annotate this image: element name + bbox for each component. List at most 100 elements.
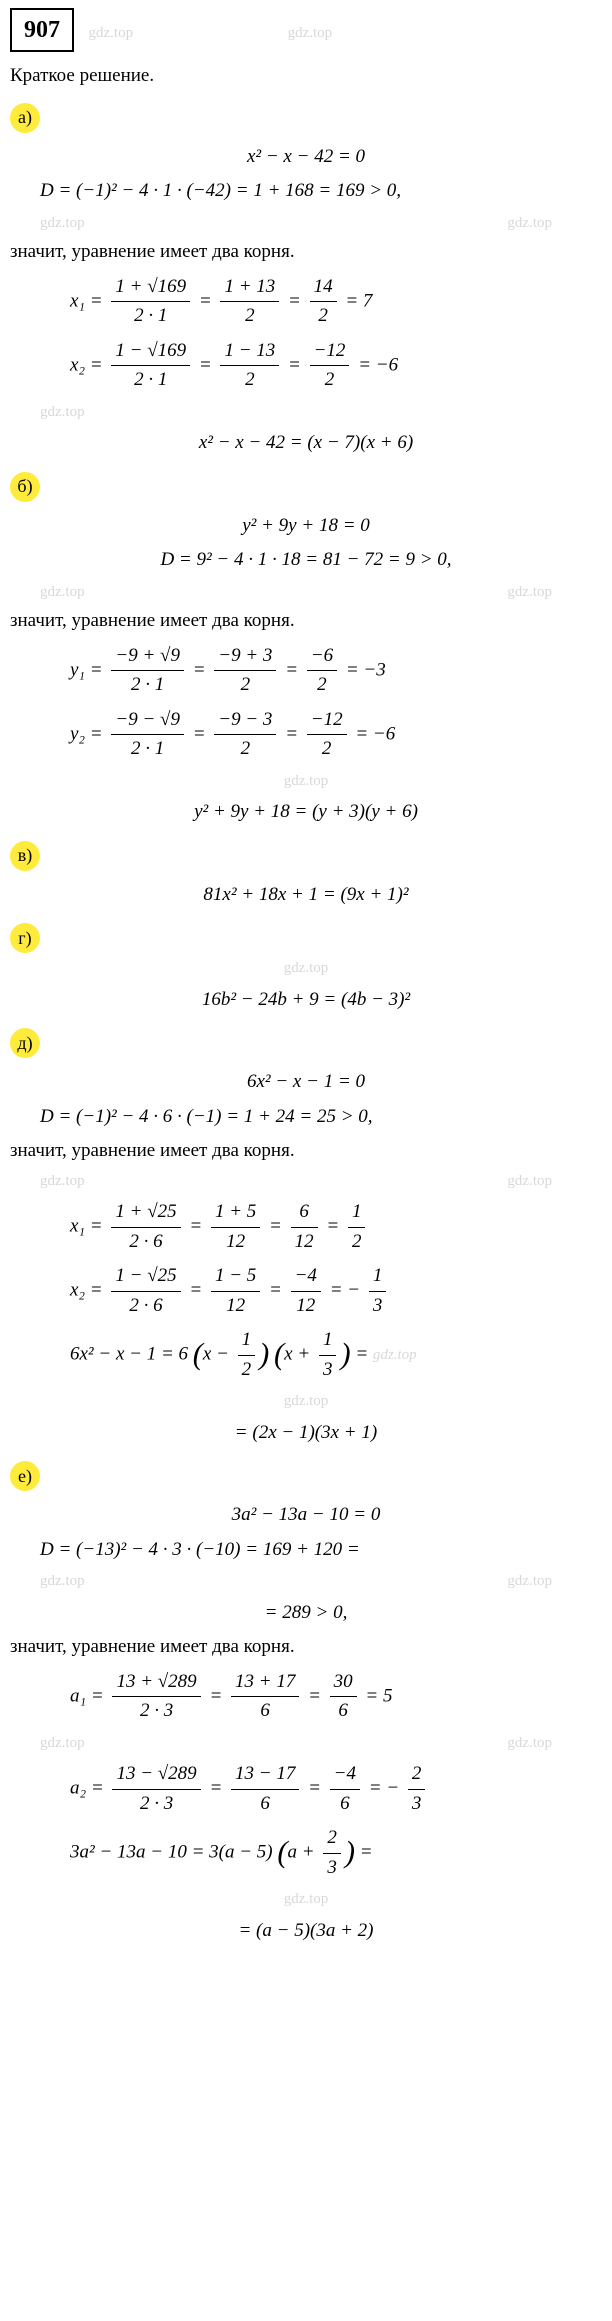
num: 6 xyxy=(291,1198,318,1228)
num: 1 − 13 xyxy=(220,337,279,367)
num: 1 − √25 xyxy=(111,1262,180,1292)
den: 2 · 3 xyxy=(112,1697,200,1726)
num: 13 − √289 xyxy=(112,1760,200,1790)
watermark: gdz.top xyxy=(40,1170,85,1193)
den: 6 xyxy=(231,1790,299,1819)
den: 12 xyxy=(291,1292,321,1321)
eq-g: 16b² − 24b + 9 = (4b − 3)² xyxy=(10,986,602,1015)
den: 2 · 6 xyxy=(111,1228,180,1257)
num: 2 xyxy=(323,1824,341,1854)
den: 2 xyxy=(307,735,347,764)
part-d-bullet: д) xyxy=(10,1028,40,1058)
eq-e-factored2: = (a − 5)(3a + 2) xyxy=(10,1917,602,1946)
result: = 7 xyxy=(345,290,372,311)
part-g-bullet: г) xyxy=(10,923,40,953)
lhs: 3a² − 13a − 10 = 3(a − 5) xyxy=(70,1841,273,1862)
watermark: gdz.top xyxy=(507,581,552,604)
eq-a-x2: x₂ = 1 − √1692 · 1 = 1 − 132 = −122 = −6 xyxy=(70,337,602,395)
num: 1 + √25 xyxy=(111,1198,180,1228)
den: 2 · 3 xyxy=(112,1790,200,1819)
eq-b-disc: D = 9² − 4 · 1 · 18 = 81 − 72 = 9 > 0, xyxy=(10,546,602,575)
den: 2 xyxy=(310,302,337,331)
pre: = − xyxy=(369,1777,399,1798)
den: 3 xyxy=(408,1790,426,1819)
page-heading: Краткое решение. xyxy=(10,62,602,91)
num: −9 + √9 xyxy=(111,642,184,672)
num: −4 xyxy=(291,1262,321,1292)
num: 1 + 5 xyxy=(211,1198,260,1228)
part-b-bullet: б) xyxy=(10,472,40,502)
num: 1 xyxy=(348,1198,366,1228)
eq-d-x2: x₂ = 1 − √252 · 6 = 1 − 512 = −412 = − 1… xyxy=(70,1262,602,1320)
num: 2 xyxy=(408,1760,426,1790)
watermark: gdz.top xyxy=(507,212,552,235)
result: = −6 xyxy=(355,723,395,744)
lhs: a₁ = xyxy=(70,1685,104,1706)
num: −9 − √9 xyxy=(111,706,184,736)
den: 2 xyxy=(220,302,279,331)
problem-number: 907 xyxy=(10,8,74,52)
text-two-roots: значит, уравнение имеет два корня. xyxy=(10,238,602,267)
num: −9 + 3 xyxy=(214,642,276,672)
eq-e-main: 3a² − 13a − 10 = 0 xyxy=(10,1501,602,1530)
num: −12 xyxy=(310,337,350,367)
den: 3 xyxy=(323,1854,341,1883)
den: 2 xyxy=(214,671,276,700)
num: 1 + √169 xyxy=(111,273,190,303)
lhs: x₂ = xyxy=(70,1279,103,1300)
den: 2 xyxy=(214,735,276,764)
watermark: gdz.top xyxy=(40,1732,85,1755)
den: 6 xyxy=(330,1790,360,1819)
watermark: gdz.top xyxy=(10,770,602,793)
eq-v: 81x² + 18x + 1 = (9x + 1)² xyxy=(10,881,602,910)
lhs: 6x² − x − 1 = 6 xyxy=(70,1343,188,1364)
lhs: y₁ = xyxy=(70,659,103,680)
den: 12 xyxy=(211,1292,260,1321)
eq-e-disc1: D = (−13)² − 4 · 3 · (−10) = 169 + 120 = xyxy=(40,1536,602,1565)
eq-a-main: x² − x − 42 = 0 xyxy=(10,143,602,172)
watermark: gdz.top xyxy=(10,1390,602,1413)
text-two-roots: значит, уравнение имеет два корня. xyxy=(10,1633,602,1662)
part-v-bullet: в) xyxy=(10,841,40,871)
result: = 5 xyxy=(365,1685,392,1706)
result: = −3 xyxy=(346,659,386,680)
eq-b-y1: y₁ = −9 + √92 · 1 = −9 + 32 = −62 = −3 xyxy=(70,642,602,700)
num: 1 xyxy=(369,1262,387,1292)
eq-b-factored: y² + 9y + 18 = (y + 3)(y + 6) xyxy=(10,798,602,827)
num: −6 xyxy=(307,642,337,672)
den: 2 xyxy=(220,366,279,395)
eq-d-main: 6x² − x − 1 = 0 xyxy=(10,1068,602,1097)
den: 2 xyxy=(348,1228,366,1257)
watermark: gdz.top xyxy=(507,1732,552,1755)
lhs: y₂ = xyxy=(70,723,103,744)
num: 13 + √289 xyxy=(112,1668,200,1698)
den: 2 · 6 xyxy=(111,1292,180,1321)
eq-e-factored1: 3a² − 13a − 10 = 3(a − 5) (a + 23) = xyxy=(70,1824,602,1882)
pre: a + xyxy=(288,1841,320,1862)
watermark: gdz.top xyxy=(507,1570,552,1593)
text-two-roots: значит, уравнение имеет два корня. xyxy=(10,607,602,636)
eq-e-a1: a₁ = 13 + √2892 · 3 = 13 + 176 = 306 = 5 xyxy=(70,1668,602,1726)
den: 2 · 1 xyxy=(111,366,190,395)
den: 12 xyxy=(291,1228,318,1257)
num: 30 xyxy=(330,1668,357,1698)
den: 3 xyxy=(369,1292,387,1321)
pre: x + xyxy=(284,1343,315,1364)
watermark: gdz.top xyxy=(40,1570,85,1593)
num: 13 − 17 xyxy=(231,1760,299,1790)
eq-e-disc2: = 289 > 0, xyxy=(10,1599,602,1628)
num: 1 − √169 xyxy=(111,337,190,367)
num: 14 xyxy=(310,273,337,303)
eq-e-a2: a₂ = 13 − √2892 · 3 = 13 − 176 = −46 = −… xyxy=(70,1760,602,1818)
num: −12 xyxy=(307,706,347,736)
num: 13 + 17 xyxy=(231,1668,299,1698)
watermark: gdz.top xyxy=(40,401,602,424)
pre: x − xyxy=(203,1343,234,1364)
pre: = − xyxy=(330,1279,360,1300)
result: = −6 xyxy=(358,354,398,375)
lhs: x₂ = xyxy=(70,354,103,375)
watermark: gdz.top xyxy=(10,957,602,980)
tail: = xyxy=(355,1343,368,1364)
eq-b-y2: y₂ = −9 − √92 · 1 = −9 − 32 = −122 = −6 xyxy=(70,706,602,764)
eq-d-disc: D = (−1)² − 4 · 6 · (−1) = 1 + 24 = 25 >… xyxy=(40,1103,602,1132)
